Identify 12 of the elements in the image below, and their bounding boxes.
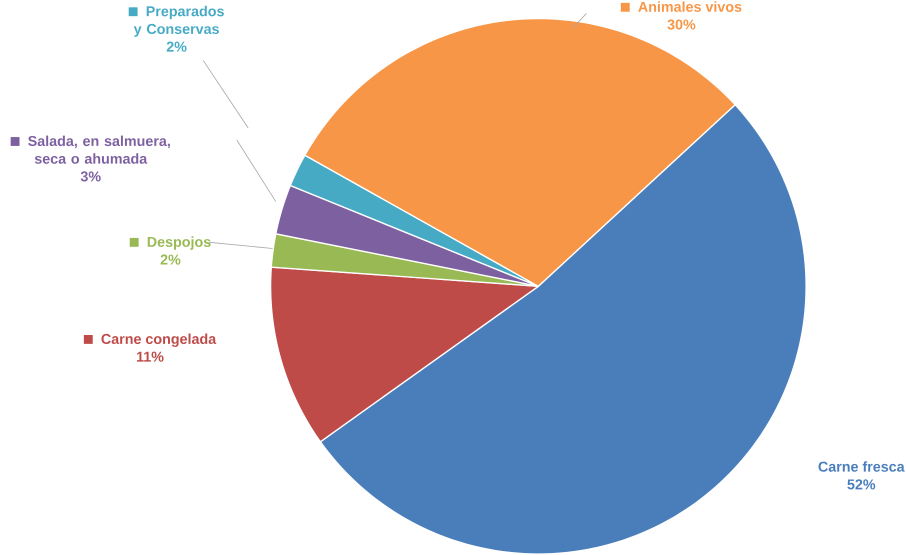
data-label: 2% (160, 254, 180, 265)
legend-label: Despojos (148, 236, 211, 250)
legend-label: Preparados y Conservas (134, 6, 224, 37)
data-label: 2% (166, 42, 187, 52)
data-label: 11% (137, 352, 164, 362)
data-label: 3% (80, 172, 101, 182)
legend-label: Salada, en salmuera, seca o ahumada (28, 136, 170, 164)
legend-label: Carne congelada (101, 334, 216, 348)
data-label: 30% (667, 20, 696, 30)
slice-label: Carne fresca (818, 461, 905, 472)
legend-label: Animales vivos (638, 1, 742, 12)
data-label: 52% (847, 479, 876, 490)
